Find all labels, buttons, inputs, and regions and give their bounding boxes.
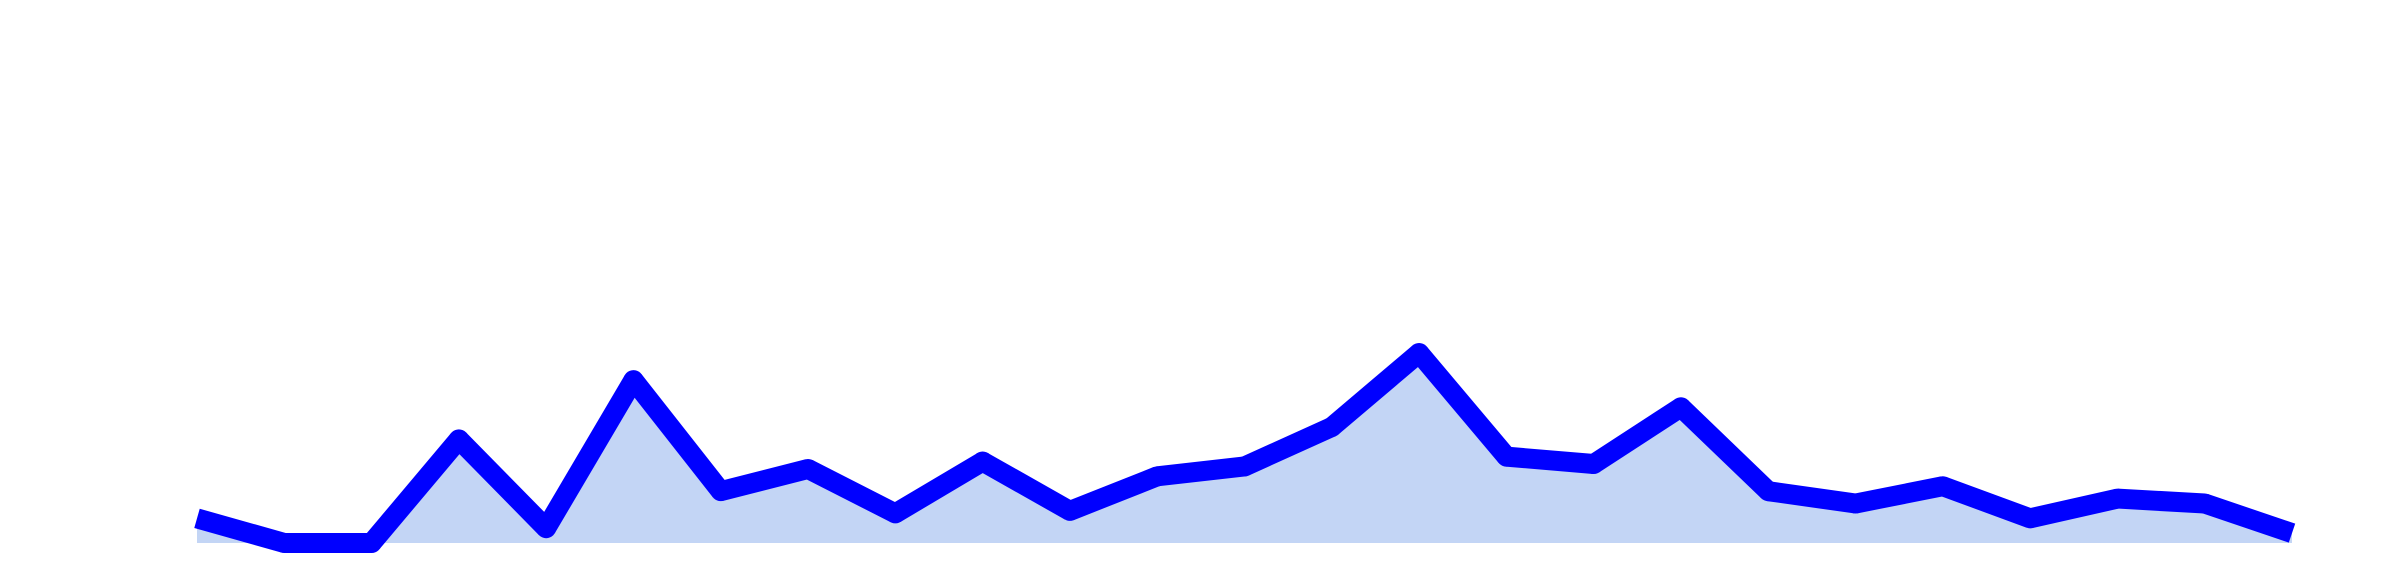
data-point [2107, 489, 2127, 509]
series-line-segment [1157, 466, 1244, 476]
data-point [1147, 466, 1167, 486]
data-point [798, 459, 818, 479]
series-line-segment [2117, 499, 2204, 504]
data-point [1933, 476, 1953, 496]
data-point [362, 533, 382, 553]
data-point [1060, 501, 1080, 521]
data-point [623, 370, 643, 390]
area-fill [197, 353, 2292, 543]
data-point [711, 481, 731, 501]
data-point [1758, 481, 1778, 501]
series-line-segment [1506, 457, 1593, 464]
data-point [885, 503, 905, 523]
data-point [1409, 343, 1429, 363]
area-layer [197, 353, 2292, 543]
data-point [536, 518, 556, 538]
data-point [1846, 494, 1866, 514]
data-point [449, 429, 469, 449]
series-line-segment [1768, 491, 1855, 503]
data-point [1235, 456, 1255, 476]
data-point [1322, 417, 1342, 437]
data-point [1496, 447, 1516, 467]
data-point [1584, 454, 1604, 474]
data-point [2020, 508, 2040, 528]
data-point [973, 452, 993, 472]
data-point [1671, 397, 1691, 417]
data-point [274, 533, 294, 553]
data-point [2195, 494, 2215, 514]
